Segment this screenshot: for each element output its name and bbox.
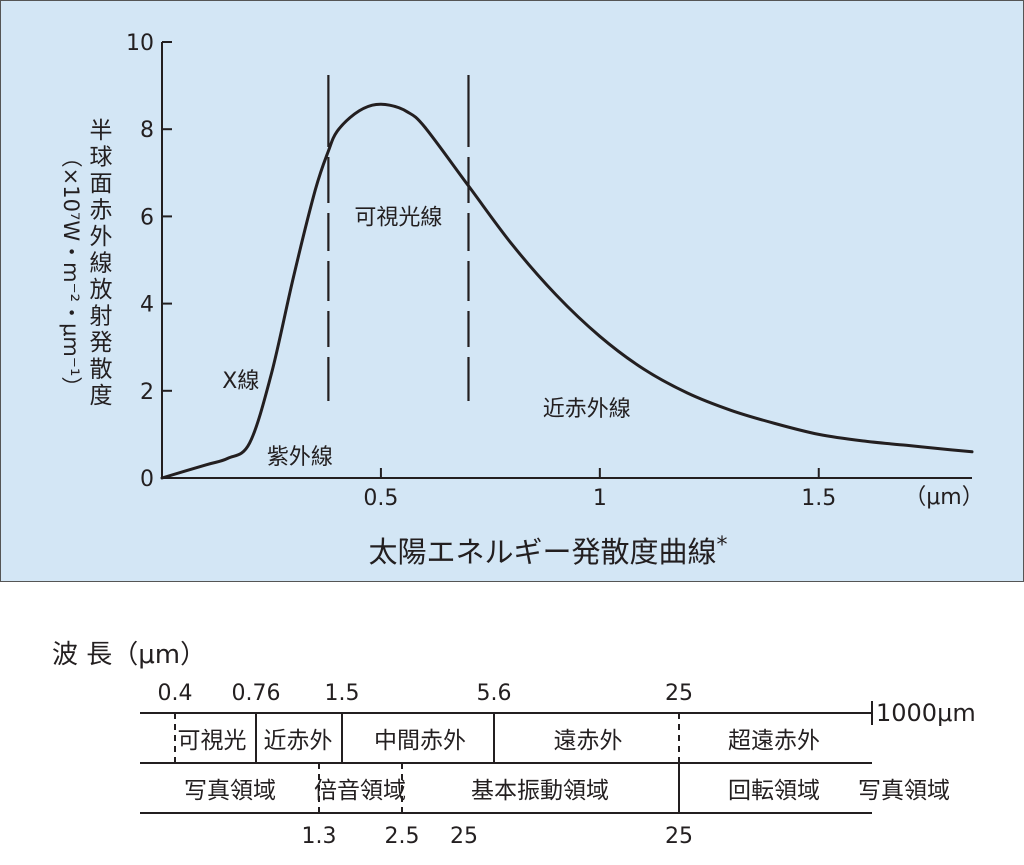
bottom-values: 1.3 2.5 25 25	[302, 824, 694, 849]
x-tick-label: 0.5	[363, 486, 398, 511]
y-axis-label: 半球面赤外線放射発散度	[90, 118, 113, 409]
band-label: 近赤外	[264, 728, 333, 754]
annotation-label: 近赤外線	[543, 397, 631, 422]
wavelength-label: 波 長（μm）	[52, 640, 206, 670]
axes	[161, 42, 972, 479]
bottom-value: 1.3	[302, 824, 337, 849]
y-axis-label-char: 放	[90, 277, 113, 303]
region-label: 写真領域	[858, 778, 950, 804]
region-label: 倍音領域	[314, 778, 406, 804]
x-tick-label: 1	[593, 486, 607, 511]
region-label: 基本振動領域	[471, 778, 609, 804]
y-axis-label-char: 外	[90, 224, 113, 250]
bottom-value: 25	[450, 824, 478, 849]
y-axis-label-char: 面	[90, 171, 113, 197]
chart-title: 太陽エネルギー発散度曲線*	[368, 533, 727, 569]
y-tick-label: 10	[126, 31, 154, 56]
bottom-value: 2.5	[385, 824, 420, 849]
y-axis-label-char: 射	[90, 304, 113, 330]
wavelength-table: 波 長（μm） 0.4 0.76 1.5 5.6 25 1000μm 可視光 近…	[52, 640, 976, 849]
region-label: 回転領域	[728, 778, 820, 804]
band-label: 遠赤外	[554, 728, 623, 754]
band-label: 可視光	[178, 728, 247, 754]
top-value: 1.5	[325, 681, 360, 706]
y-ticks: 0 2 4 6 8 10	[126, 31, 172, 492]
bottom-value: 25	[665, 824, 693, 849]
chart-title-text: 太陽エネルギー発散度曲線	[368, 535, 716, 569]
top-value: 0.76	[232, 681, 281, 706]
top-value: 5.6	[477, 681, 512, 706]
chart-panel: 0 2 4 6 8 10 0.5 1 1.5 X線紫外線 可視光線近赤外線 （μm） （×10⁷…	[0, 0, 1024, 582]
chart-background	[0, 0, 1024, 582]
band-label: 中間赤外	[374, 728, 466, 754]
x-axis-unit: （μm）	[904, 485, 983, 510]
y-tick-label: 2	[140, 380, 154, 405]
x-ticks: 0.5 1 1.5	[363, 468, 836, 511]
y-tick-label: 0	[140, 467, 154, 492]
band-labels: 可視光 近赤外 中間赤外 遠赤外 超遠赤外	[178, 728, 821, 754]
y-axis-label-char: 発	[90, 330, 113, 356]
top-values: 0.4 0.76 1.5 5.6 25	[158, 681, 694, 706]
y-axis-label-char: 赤	[90, 198, 113, 224]
y-tick-label: 8	[140, 118, 154, 143]
y-axis-label-char: 散	[90, 357, 113, 383]
end-label: 1000μm	[876, 699, 976, 727]
chart-title-mark: *	[717, 533, 728, 558]
top-value: 0.4	[158, 681, 193, 706]
y-axis-label-char: 度	[90, 383, 113, 409]
band-label: 超遠赤外	[728, 728, 820, 754]
table-lines	[140, 701, 873, 814]
y-axis-unit: （×10⁷W・m⁻²・μm⁻¹）	[59, 147, 83, 398]
y-tick-label: 4	[140, 293, 154, 318]
region-boundaries	[327, 75, 470, 463]
region-label: 写真領域	[184, 778, 276, 804]
series-line	[160, 102, 974, 480]
annotation-label: 可視光線	[354, 205, 442, 230]
region-labels: 写真領域 倍音領域 基本振動領域 回転領域 写真領域	[184, 778, 950, 804]
x-tick-label: 1.5	[801, 486, 836, 511]
y-axis-label-char: 半	[90, 118, 113, 144]
y-tick-label: 6	[140, 205, 154, 230]
y-axis-label-char: 球	[90, 145, 113, 171]
annotation-label: X線	[222, 369, 259, 394]
top-value: 25	[665, 681, 693, 706]
y-axis-label-char: 線	[90, 251, 113, 277]
annotation-label: 紫外線	[267, 445, 333, 470]
